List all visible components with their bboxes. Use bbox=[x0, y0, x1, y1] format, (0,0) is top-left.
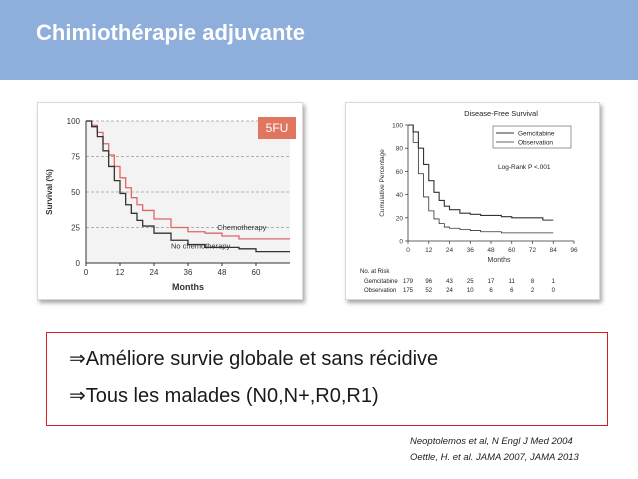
legend-label: Gemcitabine bbox=[518, 131, 555, 138]
risk-table-value: 1 bbox=[552, 279, 556, 285]
risk-table-value: 10 bbox=[467, 288, 474, 294]
key-points-box: ⇒Améliore survie globale et sans récidiv… bbox=[46, 332, 608, 426]
references: Neoptolemos et al, N Engl J Med 2004 Oet… bbox=[410, 434, 579, 466]
risk-table-header: No. at Risk bbox=[360, 269, 390, 275]
annotation: Log-Rank P <.001 bbox=[498, 164, 551, 171]
x-tick-label: 36 bbox=[467, 247, 475, 254]
risk-table-row-label: Observation bbox=[364, 288, 396, 294]
y-tick-label: 40 bbox=[396, 192, 404, 199]
x-tick-label: 12 bbox=[425, 247, 433, 254]
title-bar: Chimiothérapie adjuvante bbox=[0, 0, 638, 80]
y-tick-label: 100 bbox=[392, 123, 403, 130]
y-tick-label: 60 bbox=[396, 169, 404, 176]
risk-table-value: 24 bbox=[446, 288, 453, 294]
x-tick-label: 60 bbox=[252, 268, 261, 277]
x-tick-label: 60 bbox=[508, 247, 516, 254]
risk-table-value: 6 bbox=[489, 288, 493, 294]
x-tick-label: 0 bbox=[84, 268, 89, 277]
risk-table-value: 175 bbox=[403, 288, 414, 294]
y-axis-label: Cumulative Percentage bbox=[379, 149, 386, 217]
risk-table-value: 8 bbox=[531, 279, 535, 285]
risk-table-value: 2 bbox=[531, 288, 535, 294]
series-line-observation bbox=[408, 124, 554, 234]
bullet-point: ⇒Tous les malades (N0,N+,R0,R1) bbox=[69, 385, 379, 407]
legend-label: Observation bbox=[518, 140, 553, 147]
y-tick-label: 20 bbox=[396, 215, 404, 222]
treatment-badge: 5FU bbox=[258, 117, 296, 139]
y-tick-label: 0 bbox=[399, 239, 403, 246]
series-line-no-chemotherapy bbox=[86, 120, 290, 253]
y-tick-label: 75 bbox=[71, 153, 80, 162]
risk-table-value: 43 bbox=[446, 279, 453, 285]
risk-table-row-label: Gemcitabine bbox=[364, 279, 398, 285]
risk-table-value: 17 bbox=[488, 279, 495, 285]
series-line-gemcitabine bbox=[408, 124, 554, 221]
y-tick-label: 100 bbox=[67, 117, 81, 126]
series-label: Chemotherapy bbox=[217, 223, 266, 232]
x-axis-label: Months bbox=[488, 257, 511, 264]
x-tick-label: 12 bbox=[116, 268, 125, 277]
x-tick-label: 84 bbox=[550, 247, 558, 254]
x-tick-label: 24 bbox=[150, 268, 159, 277]
y-tick-label: 0 bbox=[76, 259, 81, 268]
risk-table-value: 96 bbox=[425, 279, 432, 285]
x-tick-label: 48 bbox=[218, 268, 227, 277]
dfs-chart-panel: Disease-Free Survival 0 20 40 60 80 100 0 12 24 36… bbox=[345, 102, 600, 300]
risk-table-value: 52 bbox=[425, 288, 432, 294]
survival-chart: 0 25 50 75 100 0 12 24 36 48 60 Months Survival (%) C… bbox=[45, 117, 290, 292]
legend-box bbox=[492, 125, 572, 149]
y-tick-label: 80 bbox=[396, 146, 404, 153]
risk-table-value: 11 bbox=[509, 279, 516, 285]
series-label: No chemotherapy bbox=[171, 242, 230, 251]
reference-line: Neoptolemos et al, N Engl J Med 2004 bbox=[410, 436, 573, 447]
y-tick-label: 25 bbox=[71, 224, 80, 233]
x-tick-label: 36 bbox=[184, 268, 193, 277]
risk-table-value: 179 bbox=[403, 279, 414, 285]
reference-line: Oettle, H. et al. JAMA 2007, JAMA 2013 bbox=[410, 452, 579, 463]
risk-table-value: 6 bbox=[510, 288, 514, 294]
risk-table-value: 0 bbox=[552, 288, 556, 294]
x-axis-label: Months bbox=[172, 282, 204, 292]
x-tick-label: 48 bbox=[487, 247, 495, 254]
y-tick-label: 50 bbox=[71, 188, 80, 197]
x-tick-label: 0 bbox=[406, 247, 410, 254]
chart-title: Disease-Free Survival bbox=[464, 109, 538, 118]
x-tick-label: 24 bbox=[446, 247, 454, 254]
x-tick-label: 72 bbox=[529, 247, 537, 254]
y-axis-label: Survival (%) bbox=[45, 169, 54, 215]
slide-title: Chimiothérapie adjuvante bbox=[36, 20, 305, 45]
bullet-point: ⇒Améliore survie globale et sans récidiv… bbox=[69, 348, 439, 370]
risk-table-value: 25 bbox=[467, 279, 474, 285]
x-tick-label: 96 bbox=[570, 247, 578, 254]
